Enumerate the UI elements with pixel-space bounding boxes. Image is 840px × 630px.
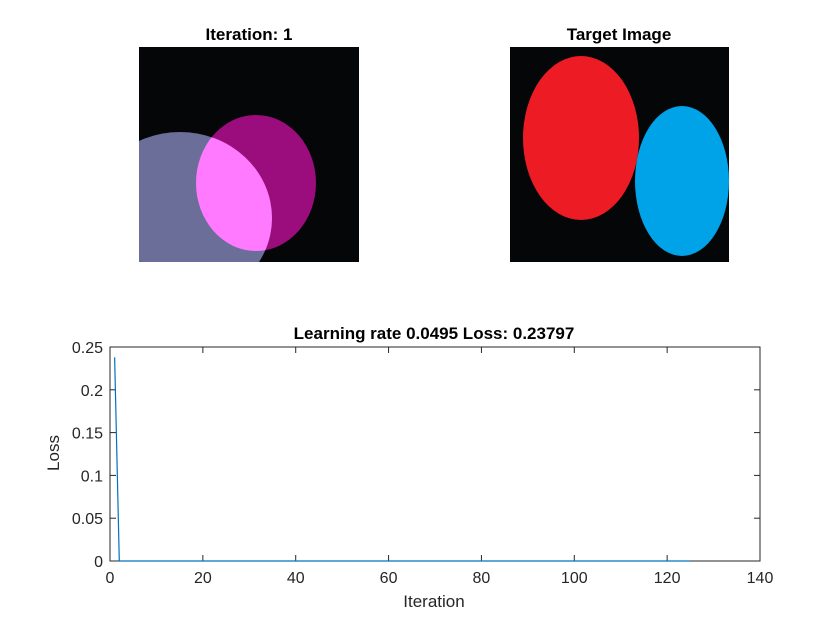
x-tick-label: 60 [380,570,398,587]
y-tick-label: 0.15 [72,426,103,443]
y-tick-label: 0.05 [72,511,103,528]
y-tick-label: 0.2 [81,383,103,400]
chart-title: Learning rate 0.0495 Loss: 0.23797 [294,324,575,343]
loss-series-line [114,357,691,562]
loss-chart: Learning rate 0.0495 Loss: 0.23797 0 0.05… [44,324,773,611]
y-tick-label: 0.1 [81,468,103,485]
target-image-panel: Target Image [510,25,729,262]
current-image-panel: Iteration: 1 [139,25,359,262]
y-tick-label: 0.25 [72,340,103,357]
plot-area-box [109,346,761,562]
x-tick-label: 0 [106,570,115,587]
x-tick-label: 140 [747,570,774,587]
x-tick-label: 100 [561,570,588,587]
x-tick-label: 120 [654,570,681,587]
ellipse-overlap-pink [196,132,272,251]
x-tick-label: 40 [287,570,305,587]
x-tick-label: 20 [194,570,212,587]
current-image-title: Iteration: 1 [206,25,293,44]
x-axis-label: Iteration [403,592,464,611]
target-image-title: Target Image [567,25,672,44]
x-tick-label: 80 [473,570,491,587]
y-axis-label: Loss [44,435,63,471]
ellipse-red [523,56,639,220]
ellipse-blue [635,106,729,256]
y-tick-label: 0 [94,554,103,571]
